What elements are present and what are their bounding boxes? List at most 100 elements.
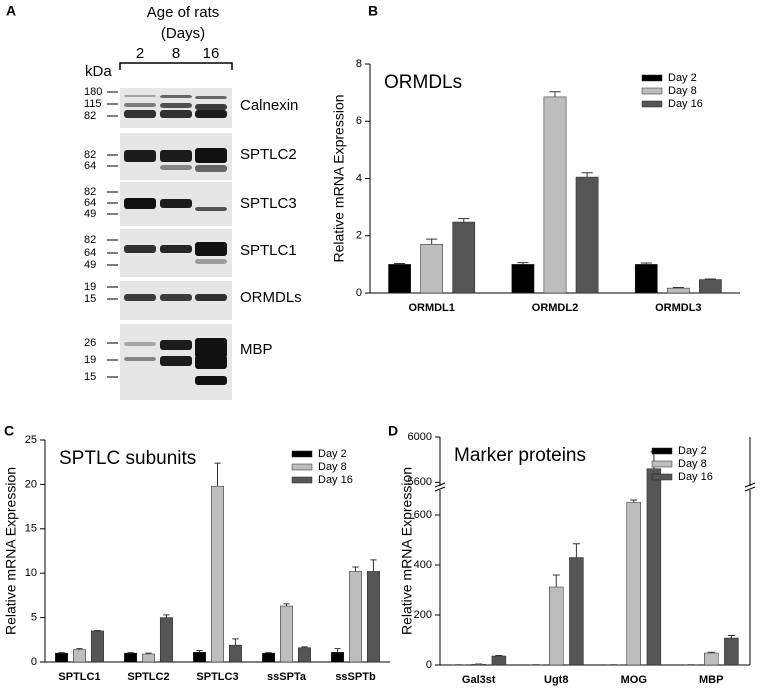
bar xyxy=(575,176,599,294)
blot-band xyxy=(124,150,156,162)
error-bar xyxy=(630,499,638,503)
x-tick-label: ORMDL1 xyxy=(408,302,454,314)
y-tick-label: 25 xyxy=(25,434,37,446)
legend-swatch xyxy=(651,473,673,481)
marker-label: 15 xyxy=(84,371,96,383)
blot-band xyxy=(160,150,192,162)
y-tick-label: 400 xyxy=(414,559,432,571)
blot-band xyxy=(160,165,192,170)
blot-band xyxy=(160,340,192,350)
error-bar xyxy=(283,603,290,607)
bar xyxy=(420,244,444,294)
chart-title: Marker proteins xyxy=(454,445,586,466)
x-tick-label: SPTLC2 xyxy=(127,671,169,683)
marker-label: 19 xyxy=(84,354,96,366)
y-tick-label: 5600 xyxy=(408,476,432,488)
axis-break-mark xyxy=(434,482,446,492)
error-bar xyxy=(458,218,470,223)
error-bar xyxy=(572,543,580,558)
panel-label: D xyxy=(388,423,398,439)
legend-swatch xyxy=(291,450,313,458)
x-tick-label: ssSPTa xyxy=(267,671,307,683)
protein-label: SPTLC2 xyxy=(240,146,297,163)
y-tick-label: 6 xyxy=(356,115,362,127)
error-bar xyxy=(704,278,716,280)
error-bar xyxy=(370,559,377,572)
bar xyxy=(549,586,564,666)
blot-band xyxy=(124,110,156,118)
blot-band xyxy=(160,110,192,118)
x-tick-label: Gal3st xyxy=(462,674,496,686)
error-bar xyxy=(495,655,503,656)
legend-label: Day 16 xyxy=(318,474,353,486)
error-bar xyxy=(301,646,308,648)
marker-label: 64 xyxy=(84,247,96,259)
bar xyxy=(699,279,722,294)
error-bar xyxy=(214,462,221,487)
blot-band xyxy=(160,199,192,208)
blot-band xyxy=(124,198,156,209)
marker-label: 180 xyxy=(84,86,102,98)
x-tick-label: ORMDL3 xyxy=(655,302,701,314)
y-tick-label: 2 xyxy=(356,230,362,242)
blot-band xyxy=(160,294,192,301)
error-bar xyxy=(334,648,341,653)
lane-bracket xyxy=(119,62,233,70)
y-tick-label: 6000 xyxy=(408,431,432,443)
legend-swatch xyxy=(291,463,313,471)
x-tick-label: MBP xyxy=(699,674,723,686)
bar xyxy=(55,652,69,663)
blot-band xyxy=(124,294,156,301)
legend-label: Day 2 xyxy=(318,448,347,460)
bar xyxy=(297,647,311,663)
lane-label: 16 xyxy=(203,45,220,62)
y-tick-label: 20 xyxy=(25,478,37,490)
panel-label: B xyxy=(368,3,378,19)
blot-band xyxy=(124,357,156,361)
protein-label: SPTLC3 xyxy=(240,195,297,212)
y-tick-label: 0 xyxy=(426,659,432,671)
marker-label: 115 xyxy=(84,98,102,110)
blot-band xyxy=(195,376,227,385)
y-tick-label: 4 xyxy=(356,172,362,184)
bar xyxy=(646,468,662,666)
protein-label: SPTLC1 xyxy=(240,242,297,259)
marker-label: 82 xyxy=(84,186,96,198)
legend-label: Day 8 xyxy=(318,461,347,473)
blot-band xyxy=(195,355,227,369)
error-bar xyxy=(549,91,561,97)
bar xyxy=(142,653,155,663)
legend-label: Day 16 xyxy=(678,471,713,483)
error-bar xyxy=(76,648,83,650)
marker-label: 64 xyxy=(84,197,96,209)
error-bar xyxy=(352,566,359,572)
bar xyxy=(543,96,567,294)
error-bar xyxy=(672,287,684,289)
legend-swatch xyxy=(641,74,663,82)
bar xyxy=(193,651,207,663)
y-tick-label: 600 xyxy=(414,509,432,521)
legend-label: Day 8 xyxy=(678,458,707,470)
bar xyxy=(73,649,86,663)
bar xyxy=(724,637,739,666)
blot-band xyxy=(195,104,227,110)
bar xyxy=(331,651,345,663)
panel-label: C xyxy=(4,423,14,439)
error-bar xyxy=(196,649,203,653)
blot-band xyxy=(195,110,227,118)
x-tick-label: ssSPTb xyxy=(335,671,376,683)
error-bar xyxy=(426,238,438,245)
marker-label: 82 xyxy=(84,234,96,246)
blot-band xyxy=(195,207,227,211)
blot-band xyxy=(195,242,227,256)
error-bar xyxy=(707,651,715,653)
axis-break xyxy=(748,486,752,490)
y-tick-label: 0 xyxy=(356,287,362,299)
error-bar xyxy=(517,262,529,265)
bar xyxy=(511,264,535,294)
bar xyxy=(124,652,138,663)
blot-band xyxy=(124,342,156,346)
lane-label: 8 xyxy=(172,45,180,62)
blot-band xyxy=(124,103,156,107)
x-tick-label: SPTLC1 xyxy=(58,671,100,683)
